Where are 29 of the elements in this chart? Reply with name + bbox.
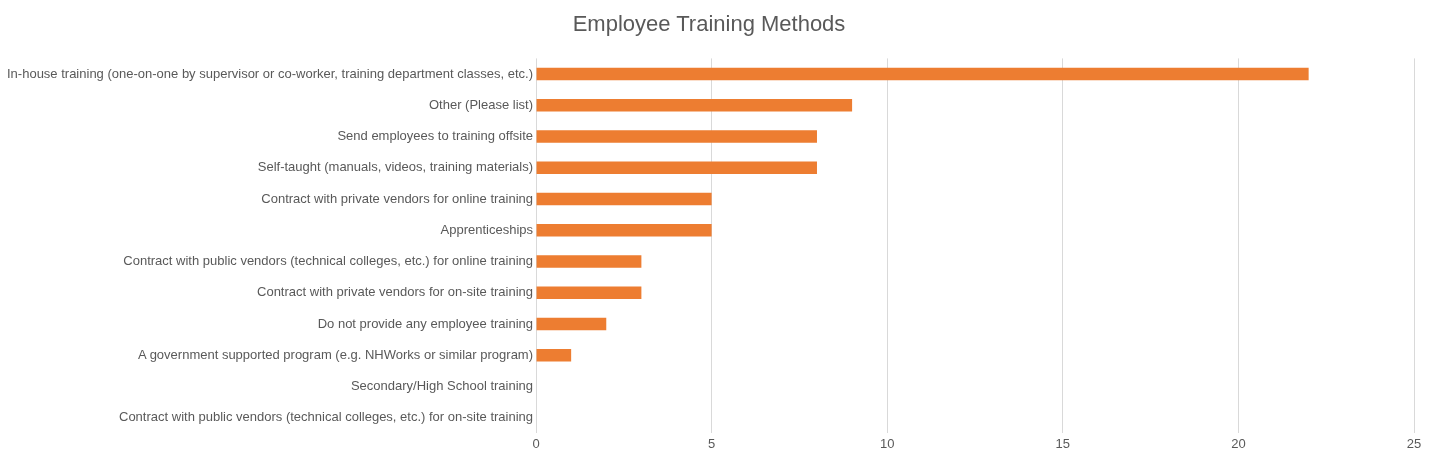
bar: [536, 349, 572, 362]
bar: [536, 67, 1309, 81]
y-tick-label: Contract with private vendors for online training: [261, 190, 534, 206]
bar: [536, 224, 712, 237]
y-tick-label: Contract with public vendors (technical colleges, etc.) for online training: [123, 253, 534, 269]
x-tick-label: 25: [1406, 435, 1422, 451]
y-tick-label: Contract with public vendors (technical colleges, etc.) for on-site training: [119, 409, 534, 425]
y-tick-label: Apprenticeships: [440, 221, 534, 237]
bar: [536, 99, 853, 112]
y-tick-label: Send employees to training offsite: [337, 128, 534, 144]
bar: [536, 286, 642, 300]
bar: [536, 161, 817, 175]
y-tick-label: Contract with private vendors for on-site training: [257, 284, 534, 300]
bar: [536, 255, 642, 268]
x-tick-label: 0: [532, 435, 540, 451]
y-tick-label: Do not provide any employee training: [317, 315, 534, 331]
y-tick-label: A government supported program (e.g. NHWorks or similar program): [138, 346, 534, 362]
y-tick-label: Secondary/High School training: [350, 378, 534, 394]
y-tick-label: In-house training (one-on-one by supervisor or co-worker, training department classes, etc.): [7, 65, 534, 81]
x-tick-label: 5: [708, 435, 716, 451]
bar: [536, 192, 712, 206]
y-tick-label: Self-taught (manuals, videos, training materials): [257, 159, 534, 175]
bar: [536, 317, 607, 331]
chart-title: Employee Training Methods: [572, 11, 846, 37]
y-tick-label: Other (Please list): [428, 96, 534, 112]
x-tick-label: 20: [1231, 435, 1246, 451]
x-tick-label: 10: [879, 435, 895, 451]
x-tick-label: 15: [1055, 435, 1071, 451]
bar: [536, 130, 817, 143]
